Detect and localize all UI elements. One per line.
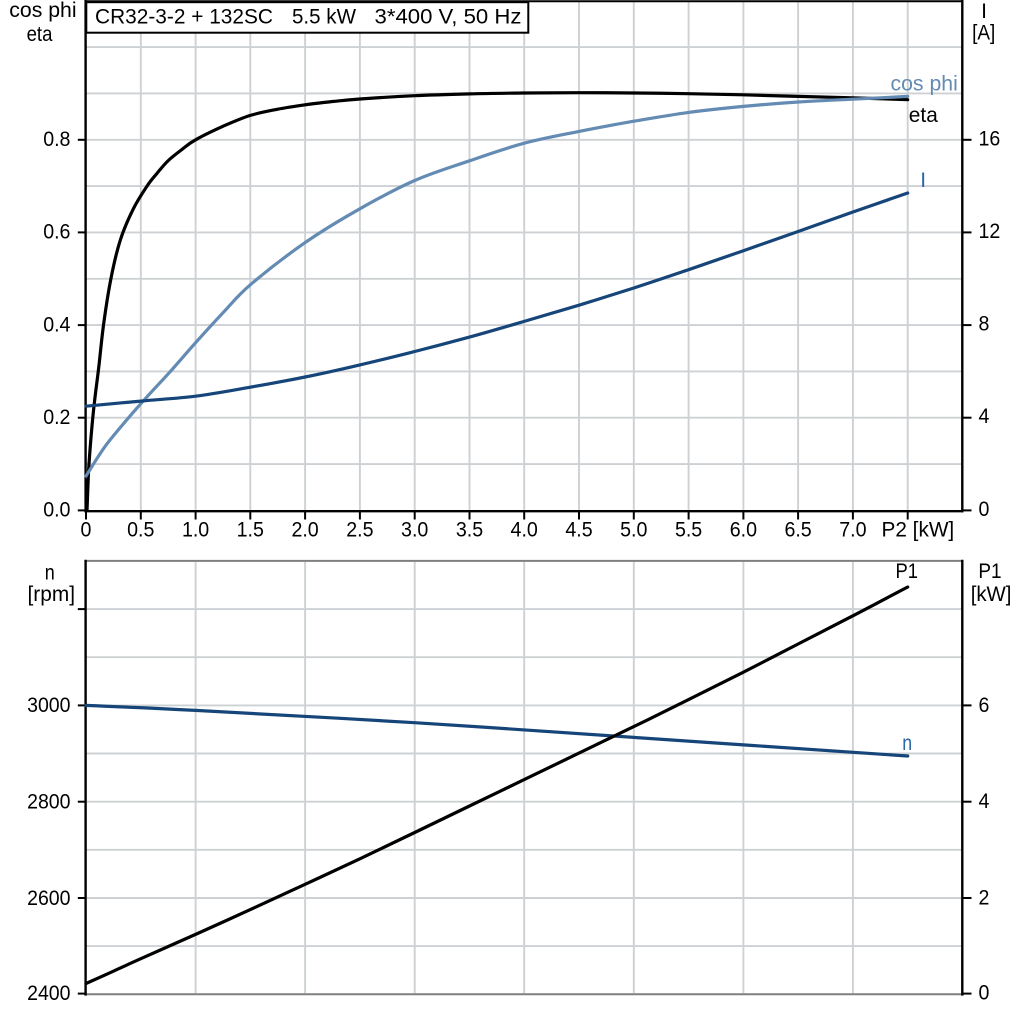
- svg-text:2: 2: [979, 887, 990, 910]
- svg-text:4.5: 4.5: [565, 518, 592, 541]
- svg-text:0.2: 0.2: [43, 406, 70, 429]
- svg-text:0: 0: [81, 518, 92, 541]
- svg-text:1.0: 1.0: [182, 518, 209, 541]
- svg-text:6.5: 6.5: [784, 518, 811, 541]
- svg-text:[kW]: [kW]: [971, 583, 1012, 606]
- svg-text:12: 12: [979, 220, 1001, 243]
- svg-text:0.8: 0.8: [43, 128, 70, 151]
- svg-text:P1: P1: [896, 560, 919, 583]
- svg-text:5.5: 5.5: [675, 518, 702, 541]
- svg-text:eta: eta: [909, 104, 938, 127]
- svg-text:cos phi: cos phi: [891, 73, 958, 96]
- svg-text:P1: P1: [978, 560, 1001, 583]
- svg-text:0.4: 0.4: [43, 313, 71, 336]
- svg-text:1.5: 1.5: [237, 518, 264, 541]
- svg-text:[A]: [A]: [972, 22, 995, 45]
- svg-text:2.5: 2.5: [346, 518, 373, 541]
- svg-text:2600: 2600: [27, 887, 70, 910]
- svg-text:[rpm]: [rpm]: [28, 583, 76, 606]
- svg-text:3.0: 3.0: [401, 518, 428, 541]
- svg-text:4: 4: [979, 790, 990, 813]
- svg-text:n: n: [902, 732, 912, 755]
- svg-text:I: I: [981, 0, 987, 23]
- svg-text:cos phi: cos phi: [9, 0, 76, 22]
- svg-text:I: I: [920, 169, 926, 192]
- svg-text:4.0: 4.0: [511, 518, 538, 541]
- svg-text:3*400 V, 50 Hz: 3*400 V, 50 Hz: [375, 5, 522, 28]
- svg-text:5.0: 5.0: [620, 518, 647, 541]
- svg-text:0.6: 0.6: [43, 221, 70, 244]
- svg-text:0: 0: [979, 982, 990, 1005]
- svg-text:CR32-3-2 + 132SC: CR32-3-2 + 132SC: [95, 5, 273, 28]
- svg-text:0: 0: [979, 498, 990, 521]
- svg-text:4: 4: [979, 405, 990, 428]
- svg-text:0.5: 0.5: [127, 518, 154, 541]
- svg-text:2800: 2800: [27, 791, 70, 814]
- svg-text:eta: eta: [27, 23, 53, 46]
- svg-text:2400: 2400: [27, 982, 70, 1005]
- svg-text:n: n: [45, 562, 55, 585]
- svg-text:3.5: 3.5: [456, 518, 483, 541]
- svg-text:6: 6: [979, 694, 990, 717]
- svg-text:3000: 3000: [27, 694, 70, 717]
- svg-text:2.0: 2.0: [291, 518, 318, 541]
- svg-text:16: 16: [979, 127, 1001, 150]
- svg-text:5.5 kW: 5.5 kW: [292, 5, 356, 28]
- svg-text:7.0: 7.0: [839, 518, 866, 541]
- svg-text:6.0: 6.0: [730, 518, 757, 541]
- svg-text:0.0: 0.0: [43, 499, 70, 522]
- svg-text:P2 [kW]: P2 [kW]: [882, 518, 955, 541]
- svg-text:8: 8: [979, 313, 990, 336]
